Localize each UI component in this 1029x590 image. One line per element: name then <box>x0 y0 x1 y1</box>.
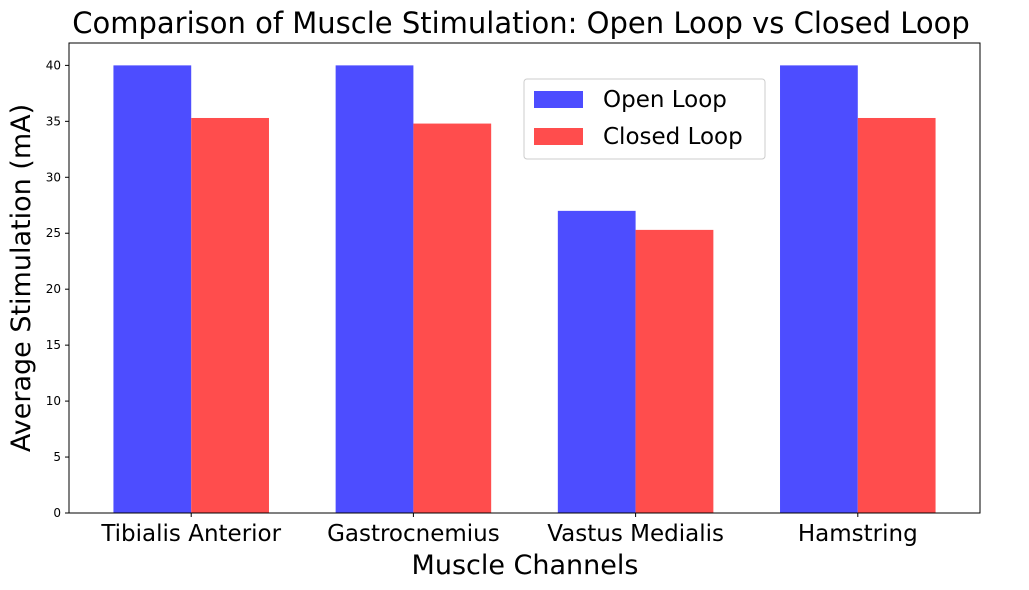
bar-closed-loop-1 <box>413 123 492 513</box>
y-tick-label: 10 <box>46 394 61 408</box>
plot-frame <box>68 42 981 514</box>
chart-title: Comparison of Muscle Stimulation: Open L… <box>72 6 970 40</box>
legend-label-open-loop: Open Loop <box>603 87 727 113</box>
y-axis: 0 5 10 15 20 25 30 35 40 <box>46 58 69 520</box>
legend-label-closed-loop: Closed Loop <box>603 124 743 150</box>
bar-open-loop-3 <box>780 65 858 513</box>
bar-closed-loop-0 <box>191 117 269 513</box>
y-tick-label: 5 <box>53 450 61 464</box>
bar-open-loop-0 <box>113 65 192 513</box>
y-tick-label: 30 <box>46 170 61 184</box>
x-tick-label: Hamstring <box>798 521 918 547</box>
bar-open-loop-1 <box>335 65 414 513</box>
x-tick-label: Tibialis Anterior <box>100 521 281 547</box>
bars-group <box>113 65 936 514</box>
y-tick-label: 0 <box>53 506 61 520</box>
bar-closed-loop-3 <box>857 117 936 513</box>
legend-box <box>523 78 766 160</box>
bar-closed-loop-2 <box>635 229 714 513</box>
legend-swatch-open-loop <box>534 91 583 108</box>
x-axis-label: Muscle Channels <box>412 550 639 581</box>
x-axis: Tibialis Anterior Gastrocnemius Vastus Med… <box>100 513 918 547</box>
legend-swatch-closed-loop <box>534 128 583 145</box>
y-tick-label: 15 <box>46 338 61 352</box>
y-tick-label: 35 <box>46 114 61 128</box>
y-tick-label: 25 <box>46 226 61 240</box>
x-tick-label: Vastus Medialis <box>547 521 724 547</box>
legend: Open Loop Closed Loop <box>523 78 766 160</box>
y-tick-label: 20 <box>46 282 61 296</box>
y-tick-label: 40 <box>46 58 61 72</box>
bar-open-loop-2 <box>557 210 636 514</box>
x-tick-label: Gastrocnemius <box>327 521 500 547</box>
y-axis-label: Average Stimulation (mA) <box>6 104 37 452</box>
